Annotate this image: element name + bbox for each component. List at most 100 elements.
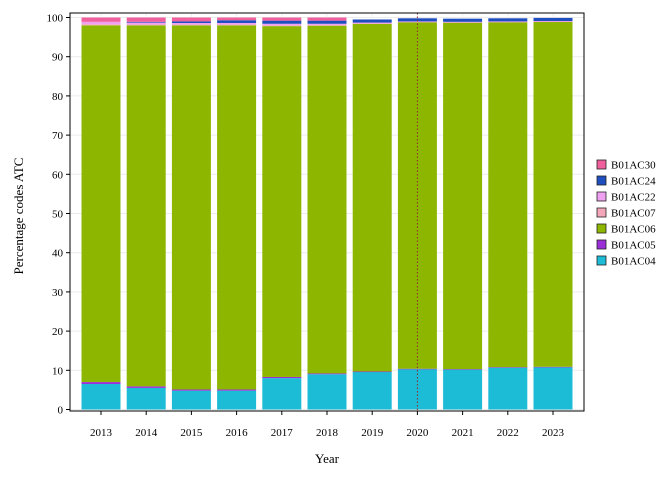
bar-segment-b01ac04: [443, 369, 483, 410]
bar-segment-b01ac24: [307, 20, 347, 24]
x-tick-label: 2013: [90, 427, 113, 439]
x-tick-label: 2015: [180, 427, 203, 439]
x-tick-label: 2016: [226, 427, 249, 439]
bar-segment-b01ac22: [443, 21, 483, 23]
legend-label: B01AC04: [611, 256, 656, 268]
y-tick-label: 10: [52, 365, 64, 377]
bar-segment-b01ac24: [352, 19, 392, 23]
bar-segment-b01ac24: [443, 18, 483, 22]
legend-swatch-b01ac06: [596, 223, 607, 234]
bar-segment-b01ac05: [126, 386, 166, 388]
y-axis: 0 10 20 30 40 50 60 70 80 90 100: [47, 13, 70, 417]
bar-segment-b01ac22: [533, 21, 573, 22]
bar-segment-b01ac06: [217, 25, 257, 390]
bar-segment-b01ac07: [397, 21, 437, 23]
bar-segment-b01ac04: [533, 367, 573, 410]
bar-segment-b01ac05: [533, 366, 573, 368]
bar-segment-b01ac24: [533, 17, 573, 22]
x-tick-label: 2022: [497, 427, 519, 439]
bar-segment-b01ac05: [307, 373, 347, 375]
legend-swatch-b01ac22: [596, 191, 607, 202]
y-axis-title: Percentage codes ATC: [11, 158, 26, 275]
bar-segment-b01ac22: [488, 21, 528, 23]
bar-segment-b01ac04: [217, 390, 257, 410]
y-tick-label: 50: [52, 209, 64, 221]
bar-segment-b01ac07: [217, 24, 257, 26]
legend-label: B01AC05: [611, 240, 656, 252]
x-tick-label: 2014: [135, 427, 158, 439]
bar-segment-b01ac22: [217, 22, 257, 25]
bar-segment-b01ac04: [307, 374, 347, 410]
bar-segment-b01ac24: [171, 21, 211, 23]
bar-segment-b01ac22: [81, 21, 121, 25]
bar-segment-b01ac05: [217, 389, 257, 391]
bar-segment-b01ac04: [352, 371, 392, 410]
bar-segment-b01ac06: [126, 25, 166, 387]
bar-segment-b01ac05: [443, 369, 483, 370]
x-tick-label: 2017: [271, 427, 294, 439]
bar-segment-b01ac24: [262, 20, 302, 24]
bar-segment-b01ac04: [488, 367, 528, 410]
bar-segment-b01ac07: [488, 21, 528, 23]
bars: [81, 17, 573, 410]
x-axis-title: Year: [315, 451, 340, 466]
legend-label: B01AC22: [611, 192, 656, 204]
legend-label: B01AC30: [611, 160, 656, 172]
bar-segment-b01ac07: [443, 22, 483, 23]
x-tick-label: 2018: [316, 427, 339, 439]
legend: B01AC30 B01AC24 B01AC22 B01AC07 B01AC06 B01AC…: [596, 159, 656, 268]
bar-segment-b01ac06: [443, 22, 483, 370]
bar-segment-b01ac05: [171, 389, 211, 391]
x-tick-label: 2020: [406, 427, 429, 439]
y-tick-label: 30: [52, 287, 64, 299]
bar-segment-b01ac22: [352, 22, 392, 24]
bar-segment-b01ac07: [533, 21, 573, 23]
bar-segment-b01ac24: [488, 18, 528, 22]
y-tick-label: 40: [52, 248, 64, 260]
bar-segment-b01ac30: [217, 17, 257, 21]
bar-segment-b01ac22: [171, 22, 211, 25]
x-axis: 2013 2014 2015 2016 2017 2018 2019 2020 2021 2022…: [90, 411, 565, 439]
bar-segment-b01ac05: [262, 376, 302, 379]
bar-segment-b01ac22: [307, 23, 347, 25]
bar-segment-b01ac22: [126, 22, 166, 25]
bar-segment-b01ac30: [171, 17, 211, 22]
bar-segment-b01ac24: [397, 18, 437, 22]
bar-segment-b01ac07: [262, 25, 302, 27]
legend-swatch-b01ac05: [596, 239, 607, 250]
bar-segment-b01ac05: [352, 371, 392, 373]
y-tick-label: 80: [52, 91, 64, 103]
legend-swatch-b01ac07: [596, 207, 607, 218]
bar-segment-b01ac07: [126, 24, 166, 26]
y-tick-label: 100: [47, 13, 64, 25]
bar-segment-b01ac06: [171, 25, 211, 390]
bar-segment-b01ac24: [217, 20, 257, 23]
y-tick-label: 70: [52, 130, 64, 142]
y-tick-label: 60: [52, 169, 64, 181]
legend-swatch-b01ac04: [596, 255, 607, 266]
x-tick-label: 2019: [361, 427, 384, 439]
bar-segment-b01ac06: [352, 23, 392, 372]
bar-segment-b01ac30: [307, 17, 347, 21]
bar-segment-b01ac07: [81, 24, 121, 26]
bar-segment-b01ac07: [171, 24, 211, 26]
bar-segment-b01ac04: [397, 369, 437, 410]
x-tick-label: 2021: [452, 427, 474, 439]
bar-segment-b01ac06: [262, 26, 302, 377]
bar-segment-b01ac06: [488, 22, 528, 368]
legend-swatch-b01ac30: [596, 159, 607, 170]
bar-segment-b01ac07: [307, 24, 347, 26]
bar-segment-b01ac30: [81, 17, 121, 22]
bar-segment-b01ac07: [352, 23, 392, 24]
bar-segment-b01ac04: [81, 384, 121, 410]
bar-segment-b01ac30: [126, 17, 166, 22]
bar-segment-b01ac22: [397, 21, 437, 23]
y-tick-label: 20: [52, 326, 64, 338]
bar-segment-b01ac05: [81, 382, 121, 385]
bar-segment-b01ac22: [262, 23, 302, 26]
bar-segment-b01ac06: [307, 25, 347, 374]
y-tick-label: 90: [52, 52, 64, 64]
bar-segment-b01ac04: [171, 390, 211, 410]
bar-segment-b01ac04: [126, 387, 166, 410]
